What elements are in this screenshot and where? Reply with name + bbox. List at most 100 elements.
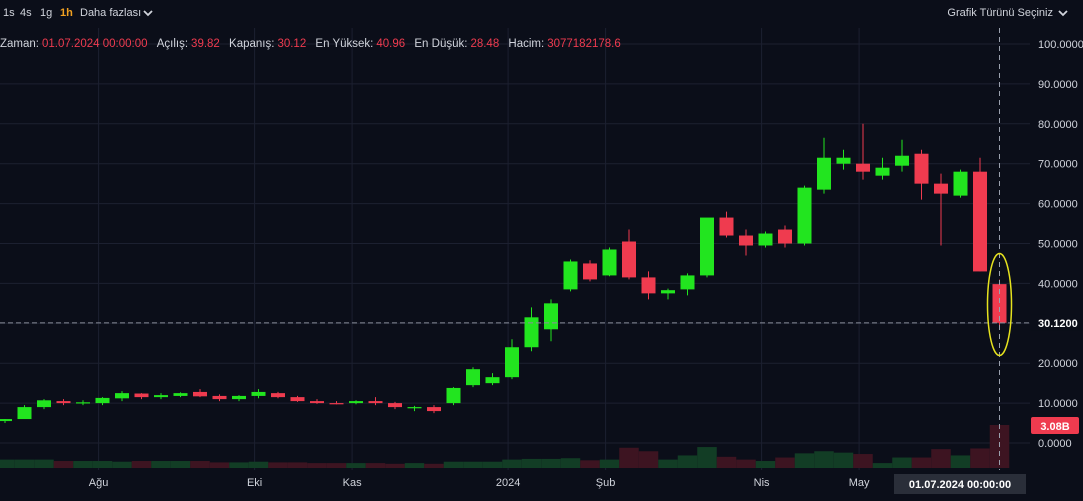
x-tick-label: 2024 (496, 477, 520, 489)
volume-bar (229, 462, 249, 468)
time-label: Zaman: (0, 38, 39, 50)
x-tick-label: Nis (754, 477, 770, 489)
volume-bar (560, 458, 581, 468)
volume-bar (541, 458, 561, 468)
chart-type-selector[interactable]: Grafik Türünü Seçiniz (947, 7, 1068, 19)
candle-body (817, 157, 831, 190)
candle-body (661, 290, 675, 294)
candle-body (427, 407, 441, 412)
x-tick-label: Eki (247, 477, 262, 489)
candle-body (485, 377, 500, 384)
candle-body (95, 397, 110, 404)
volume-bar (404, 463, 425, 468)
volume-bar (73, 461, 93, 468)
candle-body (914, 153, 929, 184)
timeframe-4s-button[interactable]: 4s (20, 7, 32, 19)
candle-body (0, 419, 12, 422)
current-price-box (1031, 314, 1083, 331)
close-label: Kapanış: (229, 38, 275, 50)
candle-body (193, 391, 207, 397)
volume-bar (112, 461, 132, 468)
candle-body (895, 155, 909, 166)
y-tick-label: 70.0000 (1038, 159, 1078, 171)
current-volume-box (1031, 417, 1079, 434)
volume-bar (716, 456, 737, 468)
candles (0, 123, 1007, 424)
y-tick-label: 80.0000 (1038, 119, 1078, 131)
volume-bar (853, 454, 873, 468)
volume-bar (346, 463, 366, 468)
volume-bar (619, 447, 639, 468)
timeframe-1g-button[interactable]: 1g (40, 7, 53, 19)
volume-bars (0, 425, 1010, 468)
close-value: 30.12 (277, 38, 307, 50)
current-volume-label: 3.08B (1040, 421, 1069, 433)
candle-body (602, 249, 617, 276)
timeframe-1h-button[interactable]: 1h (60, 7, 73, 19)
highlight-ellipse (986, 252, 1013, 357)
candle-body (739, 235, 753, 246)
chevron-down-icon (143, 10, 153, 17)
candle-body (212, 395, 227, 400)
crosshair-time-label: 01.07.2024 00:00:00 (909, 479, 1011, 491)
volume-bar (755, 461, 776, 468)
candle-body (407, 407, 422, 409)
volume-bar (775, 457, 795, 468)
current-price-label: 30.1200 (1038, 318, 1078, 330)
volume-bar (638, 451, 659, 468)
candle-body (641, 277, 656, 294)
y-tick-label: 100.0000 (1038, 39, 1083, 51)
candle-body (544, 303, 558, 330)
volume-bar (463, 461, 483, 468)
volume-bar (365, 463, 386, 468)
more-timeframes-button[interactable]: Daha fazlası (80, 7, 153, 19)
volume-bar (424, 463, 444, 468)
candle-body (56, 401, 71, 404)
price-axis: 100.0000 90.0000 80.0000 70.0000 60.0000 50.0… (1031, 39, 1083, 450)
volume-bar (53, 461, 74, 468)
volume-bar (287, 462, 308, 468)
low-value: 28.48 (470, 38, 500, 50)
candle-body (388, 403, 402, 408)
y-tick-label: 90.0000 (1038, 79, 1078, 91)
candle-body (758, 233, 773, 246)
y-tick-label: 10.0000 (1038, 398, 1078, 410)
volume-bar (580, 460, 600, 468)
crosshair-time-box (894, 474, 1026, 494)
more-timeframes-label: Daha fazlası (80, 7, 142, 19)
candle-body (349, 401, 363, 404)
volume-bar (697, 447, 717, 468)
candle-body (154, 395, 168, 398)
volume-bar (443, 461, 464, 468)
candle-body (524, 317, 539, 348)
volume-bar (677, 455, 698, 468)
y-tick-label: 20.0000 (1038, 358, 1078, 370)
chevron-down-icon (1058, 10, 1068, 17)
candle-body (76, 402, 90, 404)
volume-bar (170, 461, 191, 468)
candle-body (37, 400, 51, 408)
candle-body (446, 387, 461, 404)
candle-body (973, 171, 987, 272)
candle-body (719, 217, 734, 236)
volume-bar (599, 459, 620, 468)
ohlc-legend: Zaman: 01.07.2024 00:00:00 Açılış: 39.82 K… (0, 38, 621, 50)
volume-bar (14, 459, 35, 468)
volume-bar (911, 457, 932, 468)
timeframe-1s-button[interactable]: 1s (3, 7, 15, 19)
high-label: En Yüksek: (315, 38, 374, 50)
candle-body (856, 163, 870, 172)
candle-body (953, 171, 968, 196)
x-tick-label: Ağu (89, 477, 109, 489)
candle-body (875, 167, 890, 176)
volume-bar (872, 463, 893, 468)
chart-type-label: Grafik Türünü Seçiniz (947, 7, 1053, 19)
volume-bar (658, 459, 678, 468)
volume-label: Hacim: (508, 38, 545, 50)
candle-body (310, 401, 324, 404)
volume-bar (92, 461, 113, 468)
y-tick-label: 0.0000 (1038, 438, 1072, 450)
volume-bar (248, 461, 269, 468)
open-label: Açılış: (156, 38, 189, 50)
